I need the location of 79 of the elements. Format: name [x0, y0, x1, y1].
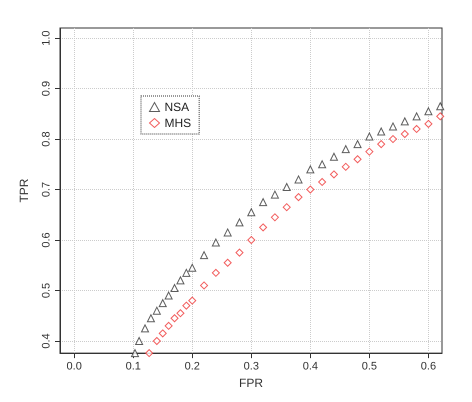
point [176, 276, 184, 284]
point [400, 130, 409, 138]
point [170, 314, 179, 322]
point [164, 322, 173, 330]
y-tick-label: 0.5 [40, 282, 52, 298]
point [412, 112, 421, 120]
point [235, 248, 244, 257]
point [170, 284, 179, 292]
x-tick-label: 0.6 [420, 360, 436, 373]
y-tick-label: 0.6 [40, 232, 52, 248]
point [294, 193, 303, 202]
point [330, 170, 338, 178]
point [141, 324, 150, 332]
point [412, 124, 421, 133]
point [318, 178, 326, 186]
point [130, 349, 139, 358]
y-tick-label: 0.8 [40, 131, 52, 147]
point [424, 120, 432, 128]
point [235, 218, 244, 226]
point [354, 155, 362, 164]
y-axis-title: TPR [17, 178, 31, 203]
point [135, 336, 144, 345]
point [436, 102, 444, 110]
point [400, 117, 409, 126]
y-tick-label: 0.9 [40, 80, 52, 96]
point [247, 208, 256, 216]
point [270, 213, 279, 222]
point [152, 306, 161, 315]
point [424, 107, 432, 116]
x-tick-label: 0.3 [244, 360, 259, 373]
point [259, 223, 268, 232]
point [182, 268, 190, 277]
point [330, 152, 338, 161]
point [188, 264, 196, 272]
point [200, 251, 208, 260]
x-tick-label: 0.5 [362, 360, 378, 373]
point [306, 165, 314, 174]
point [342, 162, 350, 171]
point [212, 238, 220, 247]
legend-label: MHS [164, 116, 192, 130]
point [259, 198, 268, 206]
point [158, 299, 167, 308]
x-axis-title: FPR [239, 376, 264, 390]
point [318, 160, 326, 168]
point [436, 112, 444, 120]
point [354, 140, 362, 148]
point [224, 258, 232, 267]
point [282, 203, 291, 212]
x-tick-label: 0.2 [184, 360, 200, 373]
point [146, 314, 155, 322]
x-tick-label: 0.0 [66, 360, 82, 373]
point [200, 281, 208, 290]
point [306, 186, 314, 194]
point [247, 236, 256, 244]
point [164, 292, 173, 300]
point [224, 228, 232, 236]
point [212, 268, 220, 277]
point [182, 302, 190, 310]
point [176, 309, 184, 318]
y-tick-label: 0.7 [40, 182, 52, 198]
point [342, 145, 350, 154]
point [188, 296, 196, 305]
x-tick-label: 0.4 [302, 360, 318, 373]
y-tick-label: 0.4 [40, 333, 52, 349]
point [377, 127, 386, 136]
legend-label: NSA [164, 100, 190, 114]
y-tick-label: 1.0 [40, 30, 52, 46]
point [145, 349, 154, 358]
point [270, 190, 279, 199]
point [282, 183, 291, 192]
x-tick-label: 0.1 [126, 360, 141, 373]
point [377, 140, 386, 148]
point [152, 336, 161, 345]
point [294, 175, 303, 184]
point [388, 122, 397, 130]
point [365, 148, 374, 156]
point [388, 135, 397, 144]
point [158, 329, 167, 338]
point [365, 132, 374, 141]
